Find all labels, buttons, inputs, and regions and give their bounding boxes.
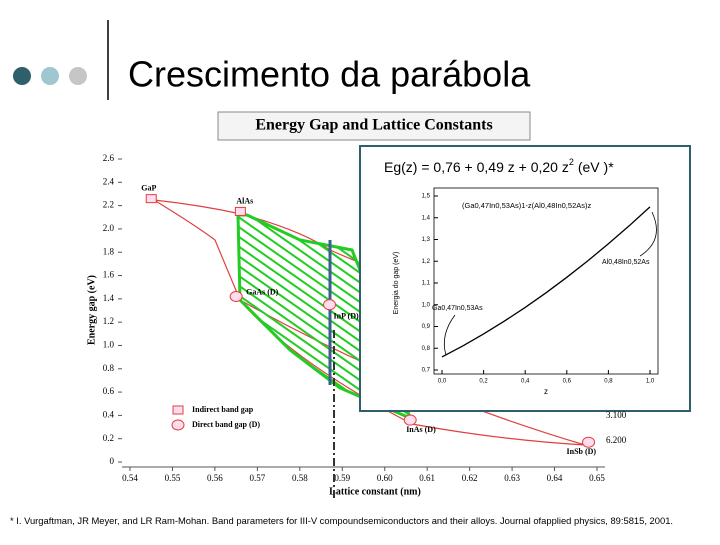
- bullet: [69, 67, 87, 85]
- y-axis-label: Energia do gap (eV): [393, 252, 400, 315]
- y-tick-label: 0.6: [103, 386, 115, 396]
- x-tick-label: 0.62: [462, 473, 478, 483]
- direct-gap-marker: [229, 291, 243, 303]
- x-tick-label: 1,0: [646, 379, 655, 385]
- y-tick-label: 1.6: [103, 270, 115, 280]
- y-axis-label: Energy gap (eV): [86, 275, 97, 345]
- side-label: 3.100: [606, 410, 627, 420]
- annotation-arrow: [639, 211, 657, 257]
- x-tick-label: 0,8: [604, 379, 613, 385]
- x-tick-label: 0.63: [504, 473, 520, 483]
- footnote-text: * I. Vurgaftman, JR Meyer, and LR Ram-Mo…: [10, 515, 673, 526]
- y-tick-label: 1,5: [422, 194, 431, 200]
- y-tick-label: 0.8: [103, 363, 115, 373]
- legend-label: Indirect band gap: [192, 405, 254, 414]
- annotation-arrow: [443, 314, 456, 356]
- x-tick-label: 0.58: [292, 473, 308, 483]
- x-tick-label: 0,4: [521, 379, 530, 385]
- x-tick-label: 0,6: [563, 379, 572, 385]
- point-label: AlAs: [236, 196, 253, 205]
- x-tick-label: 0.55: [165, 473, 181, 483]
- y-tick-label: 0,7: [422, 368, 431, 374]
- indirect-gap-marker: [234, 206, 246, 216]
- direct-gap-marker: [403, 414, 417, 426]
- y-tick-label: 1,3: [422, 237, 431, 243]
- inset-equation: Eg(z) = 0,76 + 0,49 z + 0,20 z2 (eV )*: [384, 157, 614, 174]
- x-tick-label: 0,0: [438, 379, 447, 385]
- x-tick-label: 0.59: [334, 473, 350, 483]
- y-tick-label: 2.2: [103, 200, 114, 210]
- x-tick-label: 0.65: [589, 473, 605, 483]
- x-tick-label: 0.54: [122, 473, 138, 483]
- bullet: [41, 67, 59, 85]
- x-axis-label: Lattice constant (nm): [329, 486, 421, 497]
- figure-title-box: [217, 111, 531, 141]
- x-tick-label: 0.61: [419, 473, 435, 483]
- point-label: InP (D): [334, 312, 359, 321]
- y-tick-label: 2.4: [103, 176, 115, 186]
- side-label: 6.200: [606, 435, 627, 445]
- inset-annotation: Al0,48In0,52As: [602, 259, 650, 266]
- point-label: InSb (D): [567, 447, 597, 456]
- equation-unit: (eV )*: [578, 159, 614, 175]
- x-tick-label: 0.57: [249, 473, 265, 483]
- inset-annotation: (Ga0,47In0,53As)1-z(Al0,48In0,52As)z: [462, 201, 591, 210]
- y-tick-label: 1,2: [422, 259, 431, 265]
- footnote: * I. Vurgaftman, JR Meyer, and LR Ram-Mo…: [10, 515, 673, 526]
- y-tick-label: 2.6: [103, 153, 115, 163]
- direct-gap-marker: [323, 299, 337, 311]
- gap-curve: [441, 206, 651, 358]
- main-chart: 0.54 0.55 0.56 0.57 0.58 0.59 0.60 0.61 0.62 0.63…: [86, 153, 605, 497]
- indirect-gap-marker: [145, 194, 157, 204]
- y-tick-label: 0,9: [422, 324, 431, 330]
- y-tick-label: 2.0: [103, 223, 115, 233]
- direct-gap-marker: [582, 436, 596, 448]
- x-tick-label: 0,2: [479, 379, 488, 385]
- indirect-gap-marker: [172, 405, 184, 415]
- figure-title: Energy Gap and Lattice Constants: [255, 117, 492, 134]
- y-tick-label: 1,0: [422, 302, 431, 308]
- x-axis-label: z: [544, 387, 548, 396]
- x-tick-label: 0.64: [547, 473, 563, 483]
- y-tick-label: 1.4: [103, 293, 115, 303]
- point-label: GaP: [141, 183, 156, 192]
- inset-annotation: Ga0,47In0,53As: [432, 305, 483, 312]
- x-tick-label: 0.56: [207, 473, 223, 483]
- y-tick-label: 1.0: [103, 340, 115, 350]
- equation: Eg(z) = 0,76 + 0,49 z + 0,20 z: [384, 159, 569, 175]
- y-tick-label: 0.4: [103, 409, 115, 419]
- equation-sup: 2: [569, 157, 574, 167]
- inset-plot-frame: [433, 187, 659, 375]
- point-label: InAs (D): [406, 425, 436, 434]
- y-tick-label: 0,8: [422, 346, 431, 352]
- legend-label: Direct band gap (D): [192, 420, 260, 429]
- point-label: GaAs (D): [246, 287, 279, 296]
- y-tick-label: 1.8: [103, 246, 115, 256]
- slide-title: Crescimento da parábola: [128, 54, 531, 95]
- y-tick-label: 1.2: [103, 316, 114, 326]
- inset-frame: [359, 145, 691, 412]
- y-tick-label: 1,4: [422, 215, 431, 221]
- x-tick-label: 0.60: [377, 473, 393, 483]
- y-tick-label: 1,1: [422, 281, 431, 287]
- direct-gap-marker: [171, 419, 185, 431]
- bullet: [13, 67, 31, 85]
- y-tick-label: 0: [110, 456, 115, 466]
- y-tick-label: 0.2: [103, 433, 114, 443]
